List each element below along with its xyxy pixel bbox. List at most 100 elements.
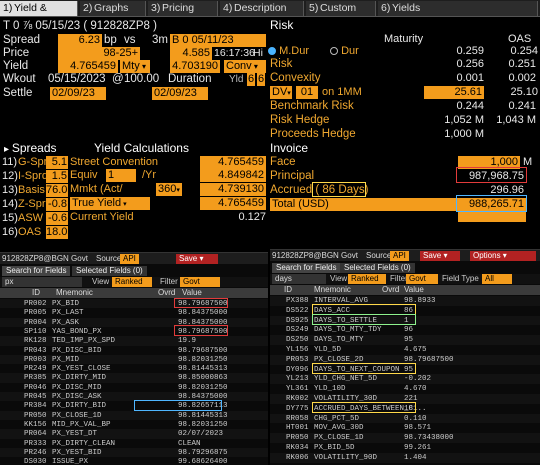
table-row[interactable]: KK156 MID_PX_VAL_BP 98.82031250 bbox=[0, 419, 268, 430]
table-row[interactable]: RK034 PX_BID_5D 99.261 bbox=[270, 443, 540, 453]
yield-input[interactable]: 4.765459 bbox=[58, 60, 118, 73]
table-row[interactable]: PR003 PX_MID 98.82031250 bbox=[0, 354, 268, 365]
mdur-radio[interactable]: M.Dur bbox=[268, 44, 309, 58]
table-row[interactable]: PR046 PX_DISC_MID 98.82031250 bbox=[0, 382, 268, 393]
field-id: SP110 bbox=[24, 327, 47, 336]
search-input[interactable]: px bbox=[2, 277, 82, 287]
field-id: PR045 bbox=[24, 393, 47, 401]
spread-name[interactable]: Basis bbox=[18, 184, 45, 196]
table-row[interactable]: YL213 YLD_CHG_NET_5D -0.202 bbox=[270, 374, 540, 385]
yield-type-select[interactable]: Mty ▾ bbox=[120, 60, 150, 73]
table-row[interactable]: DS925 DAYS_TO_SETTLE 1 bbox=[270, 315, 540, 326]
table-row[interactable]: SP110 YAS_BOND_PX 98.79687500 bbox=[0, 326, 268, 337]
settle-date-input[interactable]: 02/09/23 bbox=[50, 87, 106, 100]
tab-graphs[interactable]: 2) Graphs bbox=[80, 1, 146, 16]
tab-description[interactable]: 4) Description bbox=[220, 1, 304, 16]
save-button[interactable]: Save ▾ bbox=[420, 251, 460, 261]
filter-select[interactable]: Govt bbox=[406, 274, 438, 284]
table-row[interactable]: YL156 YLD_5D 4.675 bbox=[270, 345, 540, 355]
duration-n2[interactable]: 6 bbox=[257, 73, 265, 86]
spread-input[interactable]: 6.23 bbox=[58, 34, 102, 47]
options-button[interactable]: Options ▾ bbox=[470, 251, 536, 261]
spread-id[interactable]: 12) bbox=[2, 170, 18, 182]
face-input[interactable]: 1,000 bbox=[458, 156, 520, 169]
highlight-box bbox=[174, 325, 228, 336]
spread-value: -0.6 bbox=[46, 212, 68, 225]
table-row[interactable]: PR246 PX_YEST_BID 98.79296875 bbox=[0, 447, 268, 458]
table-row[interactable]: PX388 INTERVAL_AVG 98.8933 bbox=[270, 296, 540, 306]
spread-name[interactable]: OAS bbox=[18, 226, 42, 238]
spread-name[interactable]: Z-Sprd bbox=[18, 198, 52, 210]
dv-num-input[interactable]: 01 bbox=[296, 86, 318, 99]
field-type-select[interactable]: All bbox=[482, 274, 512, 284]
price-benchmark-yield[interactable]: 4.585 bbox=[170, 47, 212, 60]
benchmark-input[interactable]: B 0 05/11/23 bbox=[170, 34, 266, 47]
table-row[interactable]: PR385 PX_DIRTY_MID 98.85000863 bbox=[0, 373, 268, 384]
table-row[interactable]: PR002 PX_BID 98.79687500 bbox=[0, 299, 268, 309]
table-row[interactable]: RK006 VOLATILITY_90D 1.404 bbox=[270, 452, 540, 463]
source-select[interactable]: API bbox=[390, 251, 409, 261]
conv-select[interactable]: Conv ▾ bbox=[224, 60, 266, 73]
field-id: YL156 bbox=[286, 346, 309, 354]
price-input[interactable]: 98-25+ bbox=[58, 47, 140, 60]
selected-fields-tab[interactable]: Selected Fields (0) bbox=[72, 266, 147, 276]
search-fields-tab[interactable]: Search for Fields bbox=[272, 263, 341, 273]
table-row[interactable]: RK002 VOLATILITY_30D 221 bbox=[270, 394, 540, 404]
tab-pricing[interactable]: 3) Pricing bbox=[148, 1, 218, 16]
spread-id[interactable]: 16) bbox=[2, 226, 18, 238]
spread-name[interactable]: ASW bbox=[18, 212, 44, 224]
dv-select[interactable]: DV▾ bbox=[270, 86, 292, 99]
field-mnemonic: DAYS_TO_NEXT_COUPON bbox=[314, 365, 400, 374]
search-input[interactable]: days bbox=[272, 274, 326, 284]
benchmark-yield[interactable]: 4.703190 bbox=[170, 60, 220, 73]
table-row[interactable]: PR004 PX_ASK 98.84375000 bbox=[0, 317, 268, 328]
table-row[interactable]: RR058 CHG_PCT_5D 0.110 bbox=[270, 413, 540, 424]
spread-id[interactable]: 14) bbox=[2, 198, 18, 210]
table-row[interactable]: YL361 YLD_10D 4.670 bbox=[270, 384, 540, 395]
tab-yield-spread[interactable]: 1) Yield & Spread bbox=[0, 1, 78, 29]
spread-id[interactable]: 13) bbox=[2, 184, 18, 196]
duration-n1[interactable]: 6 bbox=[247, 73, 255, 86]
search-fields-tab[interactable]: Search for Fields bbox=[2, 266, 71, 276]
table-row[interactable]: PR050 PX_CLOSE_1D 98.81445313 bbox=[0, 410, 268, 421]
mmkt-basis-select[interactable]: 360▾ bbox=[156, 183, 182, 196]
price-time: 16:17:36 bbox=[214, 47, 255, 59]
chevron-down-icon: ▾ bbox=[121, 201, 127, 208]
true-yield-select[interactable]: True Yield ▾ bbox=[70, 197, 150, 210]
dur-radio[interactable]: Dur bbox=[330, 44, 359, 58]
filter-select[interactable]: Govt bbox=[180, 277, 220, 287]
wkout-date[interactable]: 05/15/2023 bbox=[48, 73, 106, 85]
spread-name[interactable]: G-Sprd bbox=[18, 156, 54, 168]
chevron-down-icon: ▾ bbox=[176, 187, 180, 194]
source-select[interactable]: API bbox=[120, 254, 139, 264]
table-row[interactable]: DS249 DAYS_TO_MTY_TDY 96 bbox=[270, 325, 540, 336]
table-row[interactable]: PR333 PX_DIRTY_CLEAN CLEAN bbox=[0, 438, 268, 449]
table-row[interactable]: DS030 ISSUE_PX 99.68626400 bbox=[0, 457, 268, 465]
table-row[interactable]: PR249 PX_YEST_CLOSE 98.81445313 bbox=[0, 364, 268, 375]
tab-label: Yields bbox=[392, 2, 421, 14]
view-select[interactable]: Ranked bbox=[348, 274, 386, 284]
save-button[interactable]: Save ▾ bbox=[176, 254, 218, 264]
spread-row: 13) Basis 76.0 bbox=[0, 183, 68, 197]
table-row[interactable]: DY096 DAYS_TO_NEXT_COUPON 95 bbox=[270, 364, 540, 375]
table-row[interactable]: PR005 PX_LAST 98.84375000 bbox=[0, 308, 268, 319]
tab-yields[interactable]: 6) Yields bbox=[378, 1, 538, 16]
equiv-freq-input[interactable]: 1 bbox=[106, 169, 136, 182]
tab-custom[interactable]: 5) Custom bbox=[306, 1, 376, 16]
table-row[interactable]: DY775 ACCRUED_DAYS_BETWEEN_C... 181 bbox=[270, 403, 540, 414]
table-row[interactable]: PR050 PX_CLOSE_1D 98.73438000 bbox=[270, 433, 540, 444]
table-row[interactable]: PR064 PX_YEST_DT 02/07/2023 bbox=[0, 429, 268, 440]
table-row[interactable]: DS522 DAYS_ACC 86 bbox=[270, 305, 540, 316]
table-row[interactable]: DS250 DAYS_TO_MTY 95 bbox=[270, 335, 540, 346]
spread-name[interactable]: I-Sprd bbox=[18, 170, 48, 182]
table-row[interactable]: PR043 PX_DISC_BID 98.79687500 bbox=[0, 345, 268, 356]
spread-id[interactable]: 11) bbox=[2, 156, 18, 168]
table-row[interactable]: HT001 MOV_AVG_30D 98.571 bbox=[270, 423, 540, 434]
view-select[interactable]: Ranked bbox=[112, 277, 152, 287]
selected-fields-tab[interactable]: Selected Fields (0) bbox=[340, 263, 415, 273]
benchmark-settle-input[interactable]: 02/09/23 bbox=[152, 87, 208, 100]
table-row[interactable]: RK128 TED_IMP_PX_SPD 19.9 bbox=[0, 336, 268, 347]
table-row[interactable]: PR045 PX_DISC_ASK 98.84375000 bbox=[0, 392, 268, 402]
table-row[interactable]: PR053 PX_CLOSE_2D 98.79687500 bbox=[270, 354, 540, 365]
spread-id[interactable]: 15) bbox=[2, 212, 18, 224]
